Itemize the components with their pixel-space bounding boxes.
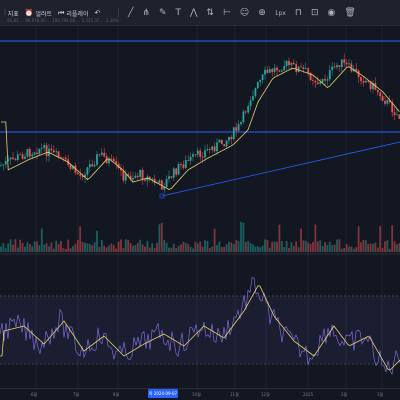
pattern-icon[interactable]: ⋀ — [190, 8, 198, 18]
undo-icon: ↶ — [94, 9, 101, 17]
undo-button[interactable]: ↶ — [94, 9, 100, 17]
magnet-icon[interactable]: ⊓ — [294, 8, 302, 18]
oscillator-pane — [0, 277, 400, 376]
time-axis-label: 10월 — [192, 392, 201, 397]
candles-icon: ⫶ — [4, 8, 6, 17]
toolbar-divider — [118, 8, 119, 18]
drawing-tools: ╱ ⋔ ✎ T ⋀ ⇅ ⊢ ☺ ⊕ 1px ⊓ ⊡ ◉ 🗑 — [118, 6, 356, 20]
grid — [35, 26, 383, 388]
oscillator-slow-line — [0, 285, 400, 371]
price-chart[interactable] — [0, 26, 400, 388]
time-axis-label: 3월 — [377, 392, 384, 397]
replay-label: 리플레이 — [66, 10, 89, 18]
indicators-label: 지표 — [7, 10, 19, 18]
time-axis-label: 8월 — [113, 392, 120, 397]
time-axis[interactable]: 6월 7월 8월 10월 11월 12월 2025 2월 3월 — [0, 388, 400, 400]
interval-label[interactable]: 1px — [274, 9, 286, 17]
time-axis-label: 2025 — [303, 392, 314, 397]
time-axis-label: 2월 — [341, 392, 348, 397]
alert-icon: ⏰ — [24, 9, 34, 17]
oscillator-fast-line — [0, 277, 400, 376]
moving-average-line — [1, 66, 400, 190]
trend-line-icon[interactable]: ╱ — [128, 8, 134, 18]
trend-line[interactable] — [159, 141, 400, 199]
crosshair-date-badge: 목 2024-09-07 — [148, 389, 178, 398]
time-axis-label: 11월 — [230, 392, 239, 397]
prediction-icon[interactable]: ⇅ — [206, 8, 214, 18]
trash-icon[interactable]: 🗑 — [344, 8, 356, 18]
time-axis-label: 12월 — [261, 392, 270, 397]
indicators-button[interactable]: ⫶ 지표 — [4, 9, 19, 18]
time-axis-label: 7월 — [73, 392, 80, 397]
replay-icon: ⏮ — [58, 8, 65, 17]
fib-icon[interactable]: ⋔ — [142, 8, 150, 18]
time-axis-label: 6월 — [31, 392, 38, 397]
zoom-icon[interactable]: ⊕ — [258, 8, 266, 18]
top-toolbar: ⫶ 지표 ⏰ 얼러트 ⏮ 리플레이 ↶ ╱ ⋔ ✎ T ⋀ ⇅ ⊢ ☺ ⊕ 1p… — [0, 0, 400, 26]
lock-icon[interactable]: ⊡ — [310, 8, 319, 18]
emoji-icon[interactable]: ☺ — [239, 8, 250, 18]
replay-button[interactable]: ⏮ 리플레이 — [58, 9, 88, 18]
brush-icon[interactable]: ✎ — [158, 8, 167, 18]
alert-label: 얼러트 — [35, 10, 53, 18]
measure-icon[interactable]: ⊢ — [222, 8, 231, 18]
candles — [0, 53, 400, 194]
alert-button[interactable]: ⏰ 얼러트 — [25, 9, 52, 18]
volume-bars — [0, 221, 400, 252]
ohlc-legend: … 95,62 … 96,978,00 … 100,794.66 … 1,325… — [2, 18, 119, 23]
toolbar-left: ⫶ 지표 ⏰ 얼러트 ⏮ 리플레이 ↶ — [4, 4, 106, 22]
eye-icon[interactable]: ◉ — [327, 8, 336, 18]
text-icon[interactable]: T — [175, 8, 182, 18]
